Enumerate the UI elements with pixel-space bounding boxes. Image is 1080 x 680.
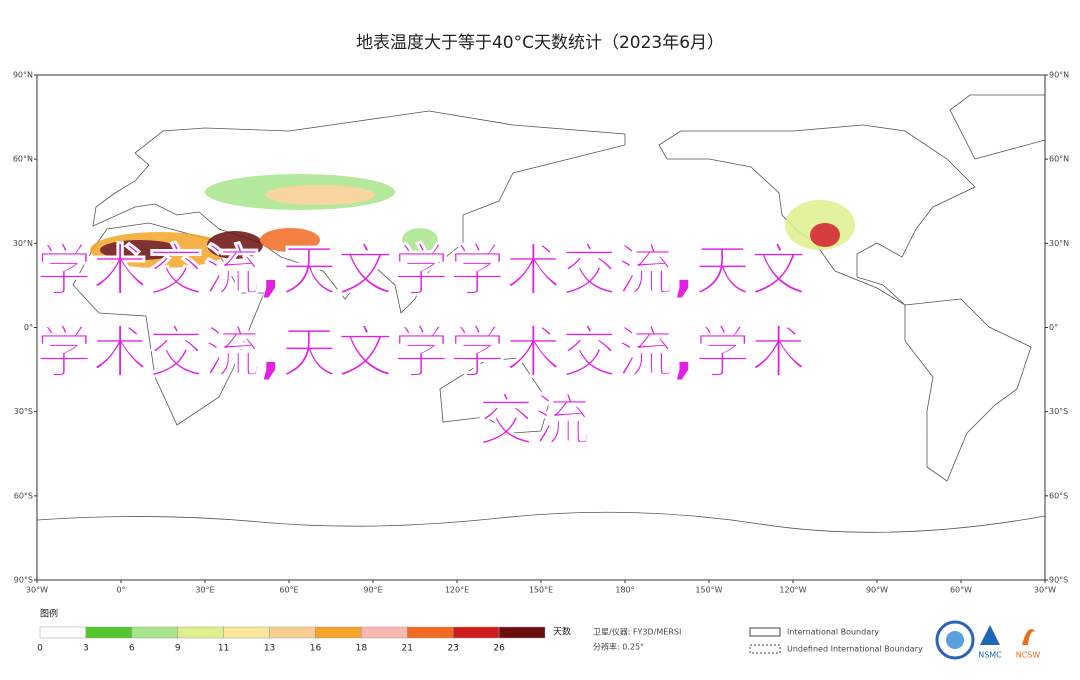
lon-label: 90°W [866, 586, 888, 595]
boundary-label: Undefined International Boundary [787, 645, 923, 654]
map [37, 75, 1045, 580]
boundary-label: International Boundary [787, 628, 879, 637]
legend-swatch [361, 626, 408, 639]
boundary-swatch [749, 627, 781, 637]
overlay-text: 交流 [478, 389, 590, 454]
lat-label: 30°S [14, 407, 33, 416]
legend-label: 11 [218, 644, 229, 654]
legend-label: 26 [493, 644, 505, 654]
lat-label: 90°N [1049, 71, 1069, 80]
legend-swatch [452, 626, 500, 639]
lon-label: 180° [615, 586, 634, 595]
antarctica [37, 511, 1045, 580]
legend-label: 0 [37, 644, 43, 654]
lon-label: 120°E [445, 586, 469, 595]
legend-label: 21 [402, 644, 413, 654]
legend-swatch [315, 626, 362, 639]
south-america [904, 298, 1032, 482]
lon-label: 60°E [279, 586, 298, 595]
lon-label: 150°E [529, 586, 553, 595]
lon-label: 90°E [363, 586, 382, 595]
lat-label: 30°N [1049, 239, 1069, 248]
australia [439, 357, 550, 434]
lat-label: 60°S [1049, 491, 1068, 500]
logo-ncsw [1022, 628, 1036, 645]
lon-label: 30°W [1034, 586, 1056, 595]
logo-emblem [935, 620, 975, 660]
lon-label: 30°W [26, 586, 48, 595]
lat-label: 90°S [14, 576, 33, 585]
legend-swatch [223, 626, 270, 639]
title: 地表温度大于等于40°C天数统计（2023年6月） [356, 33, 724, 53]
legend-swatch [85, 626, 133, 639]
overlay-text: 学术交流,天文学学术交流,学术 [36, 321, 807, 386]
legend-swatch [498, 626, 546, 639]
heat-patches [90, 174, 855, 268]
lat-label: 30°S [1049, 407, 1068, 416]
legend-swatch [131, 626, 178, 639]
lat-label: 60°N [13, 155, 33, 164]
lat-label: 0° [1049, 323, 1058, 332]
lon-label: 120°W [779, 586, 806, 595]
legend-title: 图例 [40, 608, 58, 620]
lon-label: 150°W [695, 586, 722, 595]
africa [72, 222, 265, 426]
instrument: 卫星/仪器: FY3D/MERSI [593, 628, 681, 637]
legend-swatch [177, 626, 224, 639]
resolution: 分辨率: 0.25° [593, 642, 644, 652]
logo-emblem [946, 631, 964, 649]
legend-label: 13 [264, 644, 275, 654]
legend-label: 16 [310, 644, 322, 654]
lat-label: 0° [24, 323, 33, 332]
legend-label: 18 [356, 644, 368, 654]
logo-text: NCSW [1016, 651, 1041, 660]
greenland [949, 94, 1045, 160]
lon-label: 60°W [950, 586, 972, 595]
legend-label: 6 [129, 644, 135, 654]
logo-nsmc [980, 625, 1000, 645]
lon-label: 0° [116, 586, 125, 595]
lat-label: 60°N [1049, 155, 1069, 164]
legend-swatch [407, 626, 454, 639]
legend-swatch [269, 626, 316, 639]
legend-swatch [39, 626, 87, 639]
lat-label: 90°S [1049, 576, 1068, 585]
lat-label: 90°N [13, 71, 33, 80]
legend-label: 3 [83, 644, 89, 654]
boundary-swatch [749, 644, 781, 654]
logo-text: NSMC [978, 651, 1002, 660]
lat-label: 30°N [13, 239, 33, 248]
overlay-text: 学术交流,天文学学术交流,天文 [36, 239, 807, 304]
lon-label: 30°E [195, 586, 214, 595]
legend-label: 23 [447, 644, 458, 654]
lat-label: 60°S [14, 491, 33, 500]
legend-label: 9 [175, 644, 181, 654]
legend-unit: 天数 [553, 626, 571, 638]
